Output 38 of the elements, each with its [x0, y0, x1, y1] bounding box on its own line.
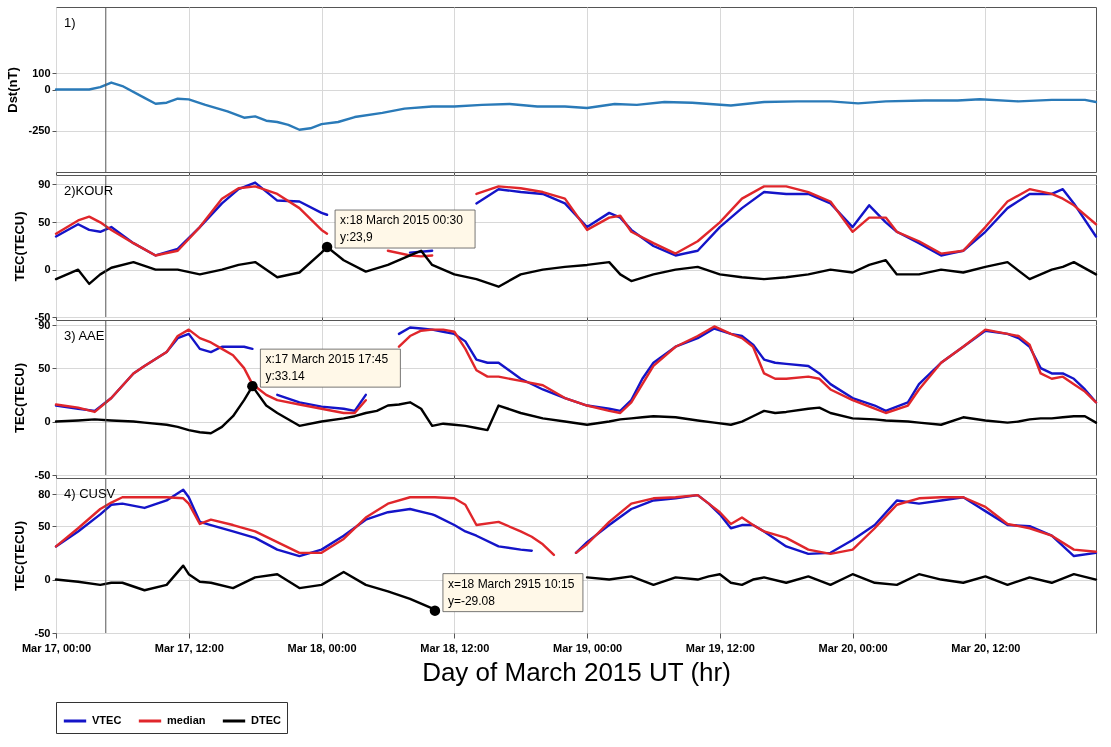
y-axis-title: TEC(TECU): [11, 520, 27, 592]
legend-label: VTEC: [92, 714, 122, 726]
y-tick-label: -250: [28, 124, 51, 137]
y-tick-label: 50: [38, 361, 51, 374]
x-tick-label: Mar 17, 12:00: [154, 641, 224, 654]
y-tick-label: 0: [44, 415, 51, 428]
y-tick-label: 0: [44, 83, 51, 95]
x-tick-label: Mar 20, 00:00: [818, 641, 888, 654]
y-tick-label: 0: [44, 573, 51, 586]
y-tick-label: 100: [32, 66, 51, 79]
y-tick-label: -50: [34, 626, 51, 639]
y-tick-label: -50: [34, 468, 51, 481]
annotation: x:17 March 2015 17:45 y:33.14: [265, 352, 389, 384]
y-tick-label: 50: [38, 215, 51, 228]
line-series: [54, 81, 1098, 131]
annotation: 3) AAE: [64, 328, 105, 343]
annotation: 1): [64, 15, 76, 30]
x-axis-title: Day of March 2015 UT (hr): [422, 656, 731, 687]
y-axis-title: Dst(nT): [5, 67, 21, 113]
annotation: x=18 March 2915 10:15 y=-29.08: [447, 576, 575, 608]
y-tick-label: 90: [38, 177, 51, 190]
annotation: 2)KOUR: [64, 183, 114, 198]
y-tick-label: 80: [38, 487, 51, 500]
legend-label: median: [167, 714, 206, 726]
y-tick-label: -50: [34, 310, 51, 323]
y-tick-label: 0: [44, 263, 51, 276]
x-tick-label: Mar 20, 12:00: [951, 641, 1021, 654]
y-axis-title: TEC(TECU): [11, 211, 27, 282]
x-tick-label: Mar 17, 00:00: [21, 641, 92, 654]
y-tick-label: 50: [38, 519, 51, 532]
x-tick-label: Mar 19, 00:00: [553, 641, 623, 654]
y-axis-title: TEC(TECU): [11, 362, 27, 434]
annotation: 4) CUSV: [64, 486, 116, 501]
legend-label: DTEC: [251, 714, 281, 726]
x-tick-label: Mar 18, 00:00: [287, 641, 357, 654]
x-tick-label: Mar 18, 12:00: [420, 641, 490, 654]
x-tick-label: Mar 19, 12:00: [685, 641, 755, 654]
annotation: x:18 March 2015 00:30 y:23,9: [340, 213, 464, 245]
